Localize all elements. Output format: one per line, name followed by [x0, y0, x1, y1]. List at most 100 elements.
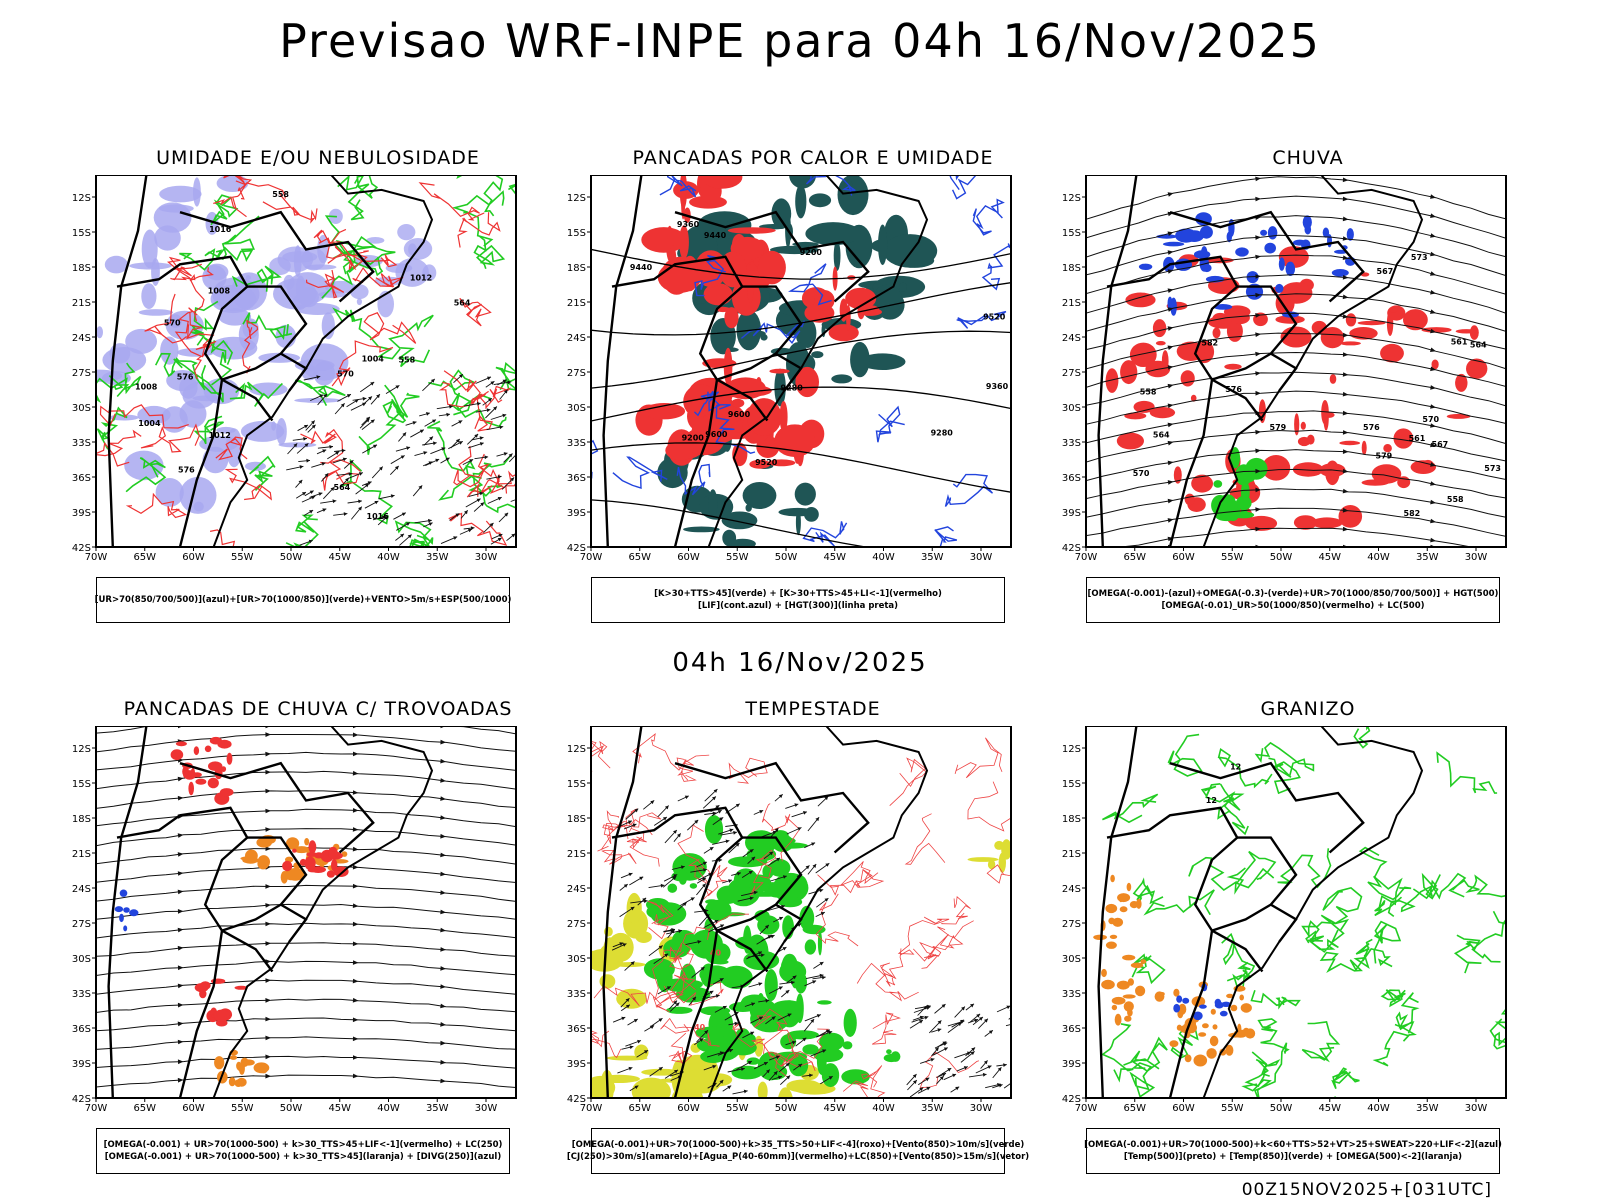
orange-area [286, 837, 300, 850]
wind-vector-head [507, 380, 512, 385]
map-frame [95, 175, 517, 548]
humidity-area [366, 237, 385, 244]
wind-vector-head [749, 849, 754, 853]
red-area [828, 324, 859, 342]
omega-area [1101, 968, 1107, 978]
streamline-arrow [1255, 332, 1261, 337]
wind-vector-head [773, 1071, 778, 1076]
country-border [179, 210, 375, 303]
panel-chuva: CHUVA 582 582 579 579 576 576 573 573 570 570 567 5… [1048, 147, 1548, 623]
wind-vector-head [957, 1022, 962, 1027]
wind-vector-head [480, 502, 485, 507]
streamline-arrow [1342, 216, 1349, 222]
wind-vector-head [368, 396, 372, 401]
red-area [199, 981, 211, 990]
streamline-arrow [177, 833, 184, 838]
teal-area [811, 351, 824, 359]
red-area [1105, 368, 1119, 393]
wind-vector-head [792, 975, 797, 980]
omega-area [1109, 934, 1118, 939]
temp850-contour [1268, 757, 1301, 795]
streamline-arrow [352, 790, 359, 795]
wind-vector-head [625, 998, 630, 1002]
streamline-arrow [265, 903, 271, 908]
green-contour [394, 520, 434, 547]
teal-area [831, 374, 853, 384]
wind-vector-head [802, 1037, 807, 1042]
humidity-area [276, 418, 287, 445]
streamline-arrow [1430, 499, 1436, 505]
lat-label: 27S [72, 919, 91, 930]
water-contour [904, 813, 946, 865]
wind-vector-head [702, 877, 706, 882]
contour-label: 1004 [362, 354, 385, 363]
temp850-contour [1436, 751, 1498, 794]
teal-area [859, 353, 906, 370]
temp850-contour [1244, 1051, 1281, 1088]
lon-label: 55W [231, 1103, 254, 1114]
wind-vector-head [704, 1030, 708, 1035]
lon-label: 30W [1465, 1103, 1488, 1114]
streamline-arrow [265, 846, 271, 851]
red-area [182, 766, 189, 777]
map-frame [590, 726, 1012, 1099]
temp850-contour [1489, 1007, 1506, 1050]
lon-label: 50W [280, 1103, 303, 1114]
red-area [219, 788, 234, 797]
lon-label: 45W [823, 1103, 846, 1114]
wind-area [667, 883, 678, 893]
streamline [1086, 488, 1506, 518]
temp850-contour [1235, 850, 1277, 889]
contour-label: 9440 [704, 231, 727, 240]
wind-vector-head [342, 457, 347, 462]
streamline [96, 770, 516, 790]
blue-area [123, 907, 130, 913]
red-area [641, 227, 687, 253]
panel-legend: [OMEGA(-0.001)+UR>70(1000-500)+k>35_TTS>… [567, 1128, 1029, 1174]
wind-vector-head [712, 1064, 717, 1069]
streamline-arrow [1255, 176, 1261, 182]
wind-vector-head [498, 533, 503, 538]
humidity-area [321, 312, 335, 340]
wind-vector-head [469, 459, 474, 463]
contour-label: 1016 [209, 225, 232, 234]
red-area [1311, 517, 1343, 529]
streamline [96, 734, 516, 753]
red-area [1262, 455, 1291, 481]
streamline-arrow [352, 732, 359, 738]
hgt-contour [591, 499, 870, 547]
streamline-arrow [177, 1077, 184, 1083]
wind-area [735, 936, 755, 950]
lat-label: 33S [72, 438, 91, 449]
wind-vector-head [432, 419, 436, 423]
red-area [1230, 311, 1250, 325]
wind-vector-head [394, 465, 399, 470]
contour-label: 1012 [410, 274, 432, 283]
wind-vector-head [819, 962, 824, 966]
streamline-arrow [1342, 332, 1349, 338]
orange-area [286, 868, 305, 881]
contour-label: 567 [1377, 267, 1394, 276]
country-border [611, 806, 769, 973]
temp850-contour [1322, 887, 1363, 931]
red-contour [166, 256, 205, 322]
lat-label: 24S [1062, 333, 1081, 344]
lat-label: 27S [567, 919, 586, 930]
wind-vector-head [373, 444, 377, 449]
wind-vector-head [322, 449, 327, 453]
green-contour [388, 314, 434, 368]
wind-vector-head [419, 429, 424, 434]
humidity-area [169, 314, 182, 328]
lif-contour [981, 243, 1011, 291]
jet-area [793, 1082, 836, 1095]
water-contour [842, 1080, 869, 1098]
blue-area [1322, 227, 1330, 238]
streamline [96, 979, 516, 995]
lif-contour [591, 439, 599, 479]
streamline-arrow [265, 1073, 271, 1079]
red-area [724, 307, 739, 329]
streamline [96, 903, 516, 920]
wind-vector-head [926, 1006, 931, 1010]
contour-label: 12 [1230, 762, 1241, 771]
streamline-arrow [1342, 526, 1349, 532]
